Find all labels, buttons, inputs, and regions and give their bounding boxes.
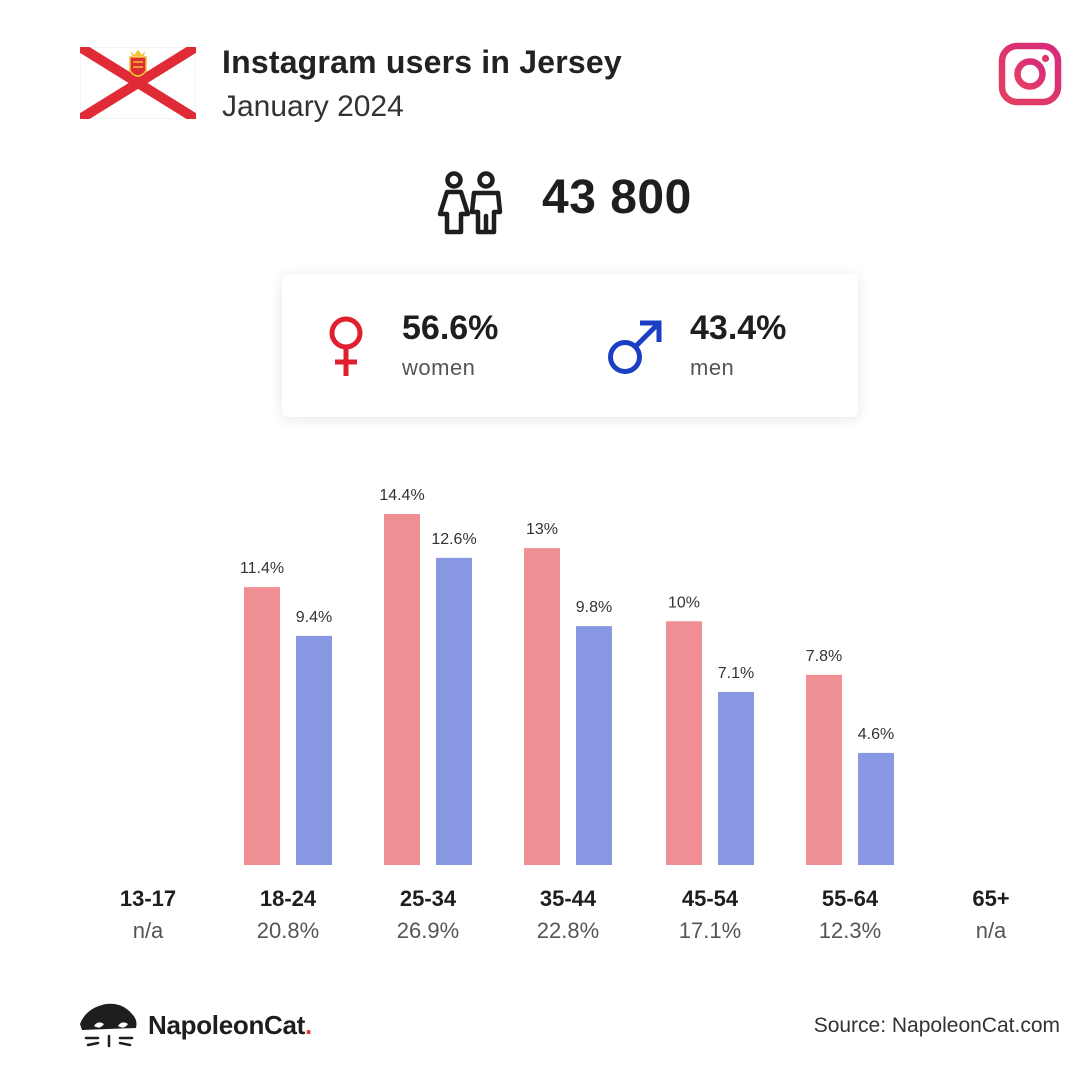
bar-men-45-54 [718,691,754,865]
users-icon [437,171,503,235]
category-total: 17.1% [679,918,741,943]
data-label: 12.6% [431,531,476,548]
category-total: 22.8% [537,918,599,943]
brand-name: NapoleonCat. [148,1010,312,1041]
age-gender-bar-chart: 13-17 n/a 11.4% 9.4% 18-24 20.8% 14.4% 12.6% 25-… [120,487,1010,943]
bar-women-18-24 [244,587,280,865]
bar-men-35-44 [576,626,612,865]
women-percent: 56.6% [402,309,499,347]
bar-men-55-64 [858,752,894,865]
women-label: women [402,355,476,380]
category-total: 20.8% [257,918,319,943]
data-label: 14.4% [379,487,424,504]
men-label: men [690,355,735,380]
bar-women-25-34 [384,514,420,865]
page-title: Instagram users in Jersey [222,44,622,80]
page-subtitle: January 2024 [222,90,404,123]
category-label: 18-24 [260,886,317,911]
category-label: 65+ [972,886,1009,911]
data-label: 11.4% [240,560,284,577]
category-label: 45-54 [682,886,739,911]
category-total: 12.3% [819,918,881,943]
data-label: 10% [668,594,700,611]
category-label: 35-44 [540,886,597,911]
brand-dot: . [305,1010,312,1040]
napoleoncat-logo-icon [80,1003,137,1048]
category-total: n/a [133,918,164,943]
bar-men-25-34 [436,557,472,865]
bar-men-18-24 [296,635,332,865]
category-total: 26.9% [397,918,459,943]
data-label: 4.6% [858,726,894,743]
data-label: 7.1% [718,665,754,682]
bar-women-45-54 [666,621,702,865]
instagram-icon [998,42,1062,106]
category-label: 13-17 [120,886,176,911]
category-label: 55-64 [822,886,879,911]
bar-women-35-44 [524,548,560,865]
source-text: Source: NapoleonCat.com [813,1014,1060,1037]
data-label: 13% [526,521,558,538]
category-label: 25-34 [400,886,457,911]
data-label: 7.8% [806,648,842,665]
total-users-value: 43 800 [542,171,692,224]
gender-card: 56.6% women 43.4% men [282,274,858,417]
female-symbol-icon [329,316,363,376]
male-symbol-icon [608,320,662,374]
brand-name-text: NapoleonCat [148,1010,306,1040]
data-label: 9.4% [296,609,332,626]
men-percent: 43.4% [690,309,787,347]
bar-women-55-64 [806,674,842,865]
data-label: 9.8% [576,599,612,616]
jersey-flag-icon [80,47,196,119]
category-total: n/a [976,918,1007,943]
